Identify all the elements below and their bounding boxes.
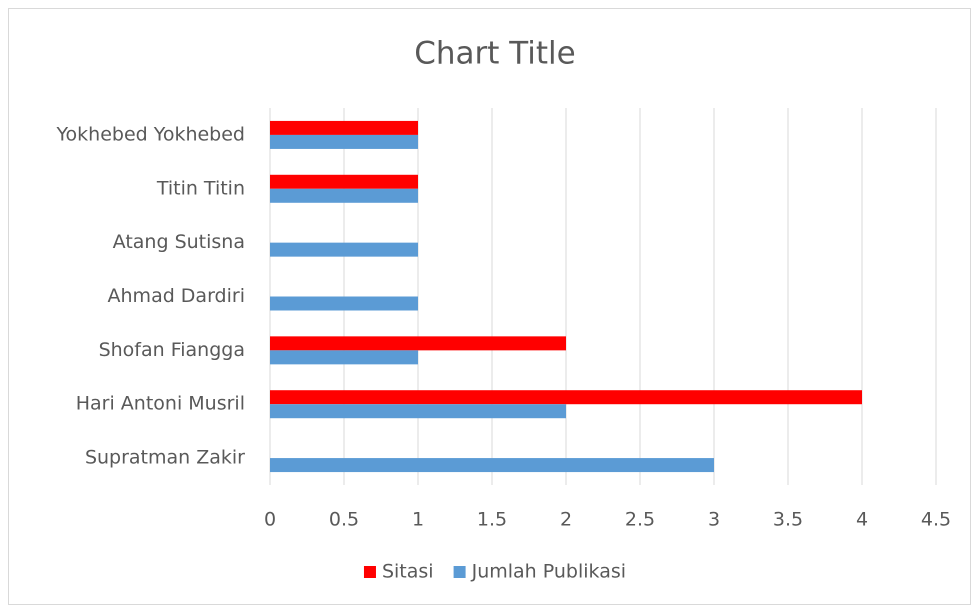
bar [270, 404, 566, 419]
legend-swatch [453, 566, 466, 578]
x-tick-label: 4 [856, 509, 868, 531]
bar [270, 390, 862, 405]
legend-label: Sitasi [382, 561, 434, 583]
x-tick-label: 1.5 [477, 509, 507, 531]
x-tick-label: 0 [264, 509, 276, 531]
x-tick-label: 0.5 [329, 509, 359, 531]
x-tick-label: 1 [412, 509, 424, 531]
y-tick-label: Supratman Zakir [85, 447, 245, 469]
y-tick-label: Hari Antoni Musril [76, 393, 245, 415]
bar [270, 350, 418, 365]
y-tick-label: Ahmad Dardiri [108, 285, 245, 307]
bar [270, 242, 418, 257]
y-tick-label: Shofan Fiangga [99, 339, 245, 361]
bar [270, 134, 418, 149]
x-tick-label: 3.5 [773, 509, 803, 531]
x-tick-label: 2.5 [625, 509, 655, 531]
bar [270, 120, 418, 135]
x-tick-label: 3 [708, 509, 720, 531]
legend-swatch [363, 566, 376, 578]
x-tick-label: 4.5 [921, 509, 951, 531]
chart-border [8, 8, 971, 605]
y-tick-label: Yokhebed Yokhebed [55, 123, 245, 145]
bar [270, 174, 418, 189]
y-tick-label: Atang Sutisna [113, 231, 245, 253]
chart-title: Chart Title [414, 36, 575, 72]
bar [270, 336, 566, 351]
x-tick-label: 2 [560, 509, 572, 531]
bar [270, 188, 418, 203]
bar [270, 458, 714, 473]
legend-label: Jumlah Publikasi [471, 561, 626, 583]
y-tick-label: Titin Titin [156, 177, 245, 199]
bar [270, 296, 418, 311]
